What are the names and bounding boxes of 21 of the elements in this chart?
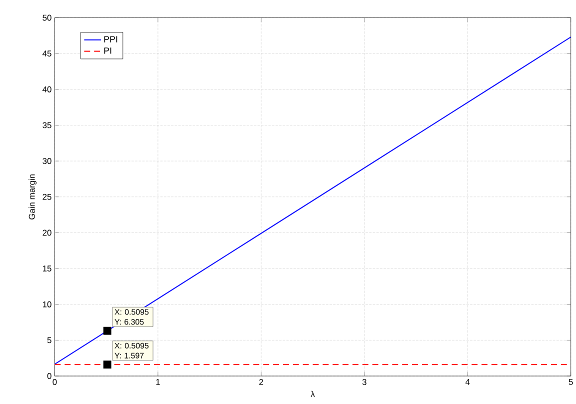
y-tick-label: 45 [42, 50, 52, 56]
x-tick-label: 0 [52, 379, 57, 386]
y-tick-label: 35 [42, 122, 52, 128]
legend-label: PPI [104, 36, 118, 42]
x-tick-label: 5 [568, 379, 573, 385]
y-tick-label: 30 [42, 158, 52, 164]
x-axis-title: λ [310, 390, 315, 397]
y-tick-label: 15 [42, 266, 52, 272]
y-tick-label: 10 [42, 301, 52, 308]
x-tick-label: 2 [259, 379, 264, 385]
y-tick-label: 40 [42, 86, 52, 92]
x-tick-label: 3 [362, 379, 366, 386]
legend-label: PI [104, 48, 112, 54]
y-axis-title: Gain margin [28, 174, 36, 220]
y-tick-label: 0 [47, 373, 52, 380]
x-tick-label: 4 [465, 379, 470, 385]
y-tick-label: 50 [42, 14, 52, 21]
x-tick-label: 1 [156, 379, 160, 385]
y-tick-label: 5 [47, 337, 52, 344]
y-tick-label: 25 [42, 194, 52, 200]
y-tick-label: 20 [42, 230, 52, 236]
